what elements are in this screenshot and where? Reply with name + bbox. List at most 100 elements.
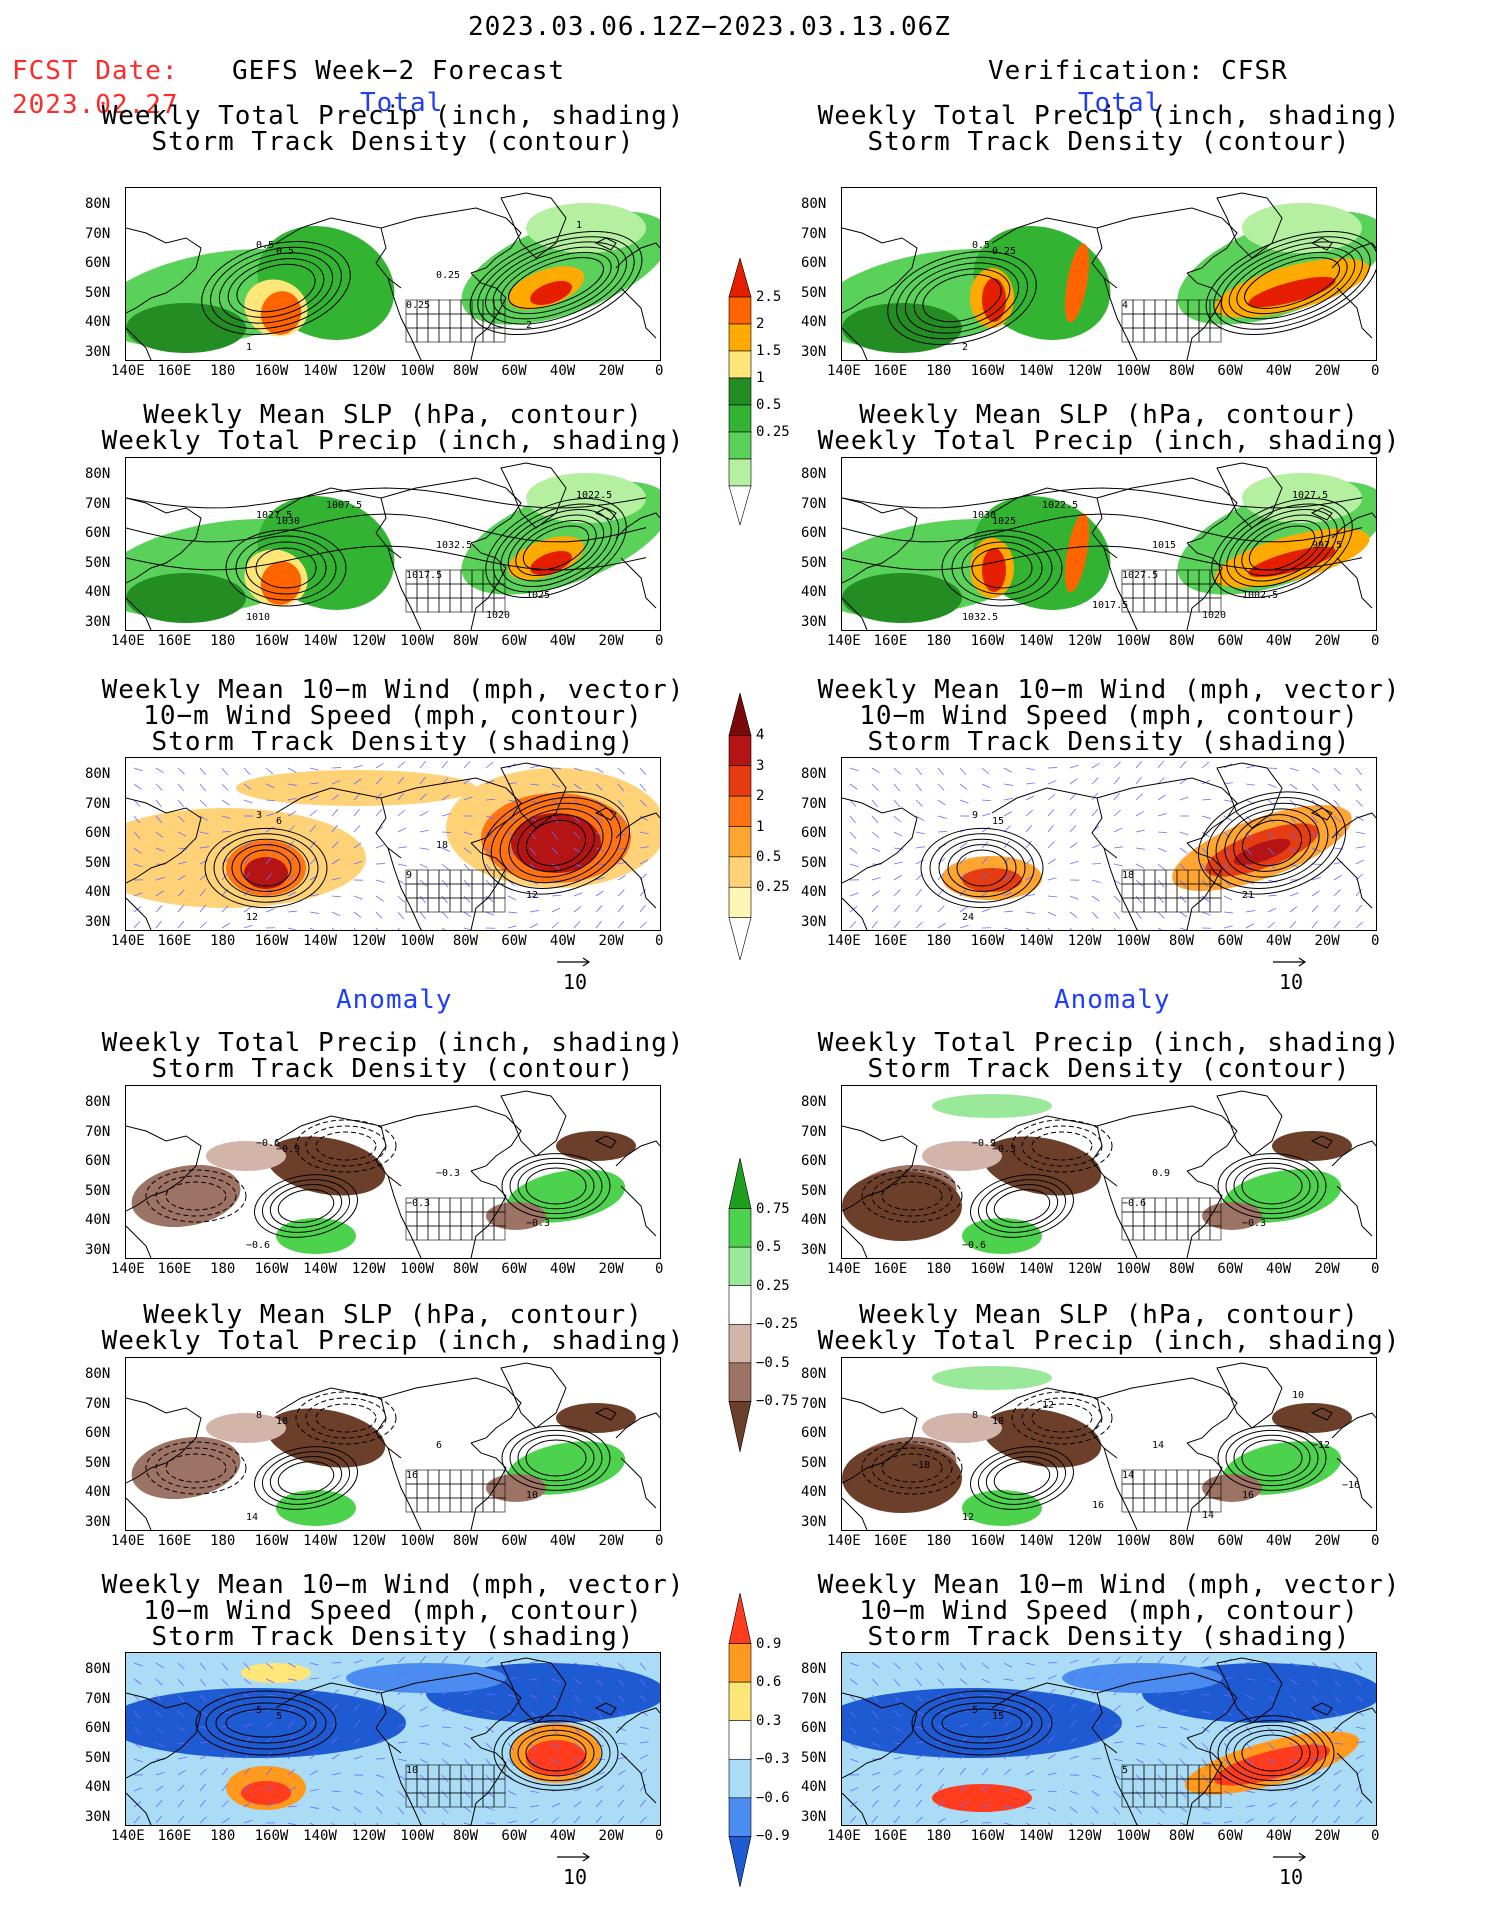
wind-vector xyxy=(375,1687,382,1696)
wind-vector xyxy=(617,1769,626,1776)
lat-tick-label: 30N xyxy=(801,1513,827,1530)
lat-tick-label: 80N xyxy=(801,466,827,482)
contour-label: 0.25 xyxy=(406,300,430,311)
lon-tick-label: 120W xyxy=(1067,1533,1102,1549)
storm-anomaly xyxy=(932,1784,1032,1812)
map-panel: 5 15 5 xyxy=(841,1652,1377,1826)
wind-vector xyxy=(1025,911,1035,914)
wind-vector xyxy=(1179,1758,1187,1766)
coastline xyxy=(615,1412,660,1439)
wind-vector xyxy=(1157,1774,1165,1783)
lat-tick-label: 60N xyxy=(85,1153,111,1169)
wind-vector xyxy=(1069,927,1073,930)
anomaly-contour xyxy=(305,1397,387,1439)
contour-label: 24 xyxy=(962,912,974,923)
wind-vector xyxy=(1179,1726,1189,1731)
wind-vector xyxy=(1289,1787,1299,1792)
wind-vector xyxy=(959,767,967,775)
wind-vector xyxy=(287,1735,294,1744)
coastline xyxy=(615,512,660,539)
lon-tick-label: 0 xyxy=(1371,363,1380,379)
state-border xyxy=(471,1497,484,1513)
lat-tick-label: 40N xyxy=(85,884,111,900)
coastline xyxy=(1103,1175,1138,1258)
contour-label: 9 xyxy=(972,810,978,821)
wind-vector xyxy=(1223,1710,1232,1716)
wind-vector xyxy=(981,1694,992,1697)
state-border xyxy=(449,1497,462,1513)
wind-vector xyxy=(617,1710,625,1718)
wind-vector xyxy=(375,895,384,902)
wind-vector xyxy=(981,1721,990,1728)
lon-tick-label: 0 xyxy=(655,633,664,649)
state-border xyxy=(449,597,462,613)
coastline xyxy=(594,237,617,251)
lon-tick-label: 40W xyxy=(549,1261,576,1277)
panel-title-line: Storm Track Density (contour) xyxy=(151,1054,635,1084)
wind-vector xyxy=(1245,895,1255,899)
wind-vector xyxy=(1135,829,1145,833)
slp-isobar xyxy=(485,497,627,599)
state-border xyxy=(438,1197,451,1213)
state-border xyxy=(438,597,451,613)
lon-tick-label: 80W xyxy=(1168,363,1195,379)
state-border xyxy=(1165,1483,1178,1499)
wind-vector xyxy=(595,1771,605,1776)
wind-vector xyxy=(1135,927,1139,930)
precip-area xyxy=(530,280,572,306)
wind-vector xyxy=(1245,847,1252,856)
wind-vector xyxy=(463,796,473,801)
wind-vector xyxy=(507,925,517,929)
wind-vector xyxy=(221,1710,231,1714)
anomaly-contour xyxy=(145,1441,247,1495)
coastline xyxy=(387,1447,422,1530)
wind-vector xyxy=(133,863,143,868)
storm-anomaly xyxy=(241,1781,291,1805)
wind-speed-contour xyxy=(525,819,587,867)
coastline xyxy=(470,1737,507,1825)
wind-vector xyxy=(155,863,166,865)
wind-vector xyxy=(199,1710,208,1716)
wind-vector xyxy=(507,1677,517,1680)
state-border xyxy=(1187,327,1200,343)
wind-vector xyxy=(573,892,583,897)
wind-vector xyxy=(177,1756,187,1760)
wind-vector xyxy=(199,1783,207,1792)
wind-vector xyxy=(463,1656,471,1664)
contour-label: 0.25 xyxy=(436,270,460,281)
wind-vector xyxy=(595,876,605,881)
lat-tick-label: 40N xyxy=(85,1212,111,1228)
wind-vector xyxy=(1025,1752,1033,1760)
wind-vector xyxy=(617,767,625,775)
wind-vector xyxy=(243,1723,253,1728)
wind-vector xyxy=(133,920,141,929)
colorbar-label: 3 xyxy=(756,757,765,774)
wind-vector xyxy=(199,1816,207,1824)
state-border xyxy=(1209,1497,1222,1513)
wind-vector xyxy=(937,1710,947,1714)
colorbar-segment xyxy=(728,350,752,379)
state-border xyxy=(1143,897,1156,913)
lat-tick-label: 70N xyxy=(801,495,827,512)
state-border xyxy=(416,897,429,913)
wind-vector xyxy=(1223,1694,1233,1698)
colorbar-segment xyxy=(728,1758,752,1799)
section-anomaly-right: Anomaly xyxy=(1054,985,1171,1015)
wind-vector xyxy=(893,767,901,775)
contour-label: 1015 xyxy=(1152,540,1176,551)
anomaly-contour xyxy=(1225,1157,1319,1215)
wind-vector xyxy=(419,776,426,785)
coastline xyxy=(620,1752,657,1804)
wind-vector xyxy=(485,761,494,769)
coastline xyxy=(615,242,660,269)
coastline xyxy=(387,277,422,360)
wind-vector xyxy=(893,1694,901,1703)
wind-vector xyxy=(463,1806,472,1813)
lon-tick-label: 180 xyxy=(210,1533,236,1549)
wind-vector xyxy=(1355,1741,1365,1744)
state-border xyxy=(427,1483,440,1499)
wind-vector xyxy=(915,888,923,897)
wind-vector xyxy=(1091,895,1100,902)
vector-scale-arrow: 10 xyxy=(555,1849,605,1889)
